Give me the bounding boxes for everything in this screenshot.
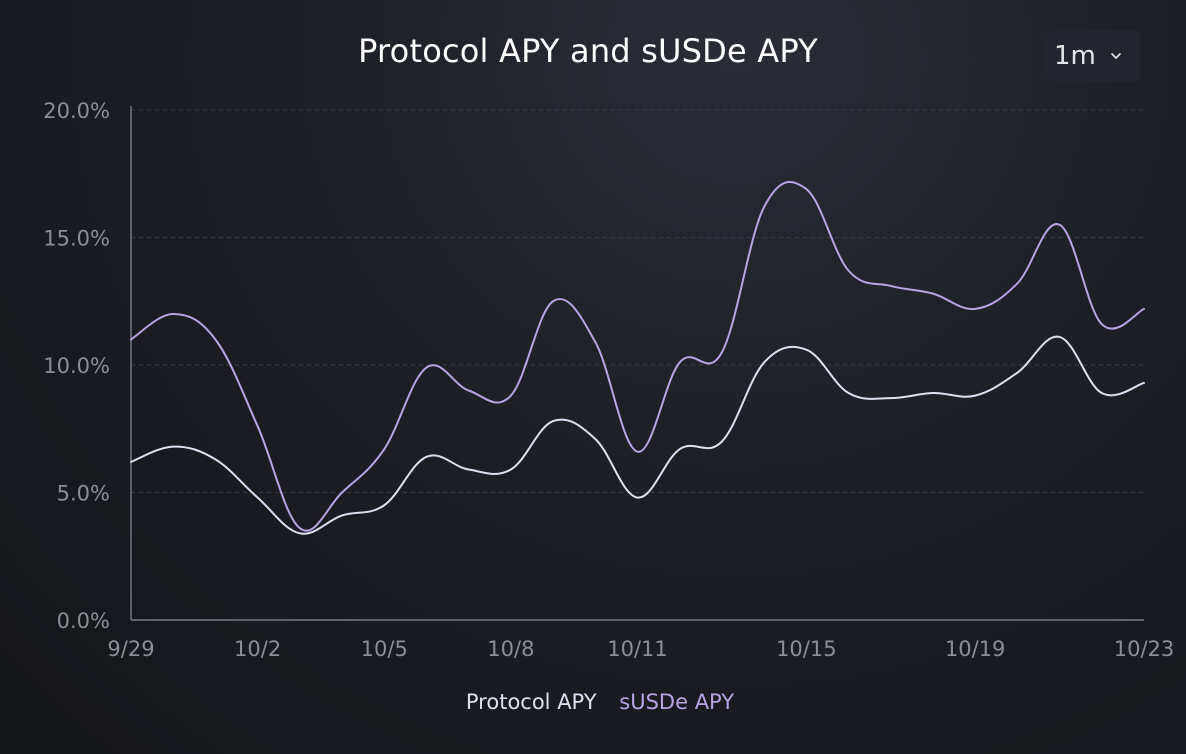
range-value: 1m xyxy=(1054,41,1096,71)
series-line-susde-apy xyxy=(130,180,1145,532)
legend-susde-apy[interactable]: sUSDe APY xyxy=(619,690,735,714)
series-line-protocol-apy xyxy=(130,335,1145,535)
x-tick-label: 10/15 xyxy=(776,637,837,661)
x-tick-label: 10/5 xyxy=(361,637,408,661)
axes xyxy=(130,106,1144,621)
x-tick-label: 10/19 xyxy=(945,637,1006,661)
y-tick-label: 10.0% xyxy=(43,354,110,378)
x-tick-labels: 9/29 10/2 10/5 10/8 10/11 10/15 10/19 10/23 xyxy=(107,637,1174,661)
legend-protocol-apy[interactable]: Protocol APY xyxy=(465,690,597,714)
chart-title: Protocol APY and sUSDe APY xyxy=(358,32,818,70)
range-select[interactable]: 1m xyxy=(1046,30,1140,82)
legend: Protocol APY sUSDe APY xyxy=(0,690,1186,714)
x-tick-label: 10/23 xyxy=(1114,637,1175,661)
y-tick-label: 15.0% xyxy=(43,227,110,251)
y-tick-label: 20.0% xyxy=(43,99,110,123)
grid-lines xyxy=(131,109,1144,493)
y-tick-label: 5.0% xyxy=(57,482,110,506)
x-tick-label: 10/11 xyxy=(607,637,668,661)
x-tick-label: 9/29 xyxy=(107,637,154,661)
y-tick-label: 0.0% xyxy=(57,609,110,633)
x-tick-label: 10/8 xyxy=(487,637,534,661)
y-tick-labels: 0.0% 5.0% 10.0% 15.0% 20.0% xyxy=(43,99,110,633)
x-tick-label: 10/2 xyxy=(234,637,281,661)
apy-line-chart: 0.0% 5.0% 10.0% 15.0% 20.0% 9/29 10/2 10/5 10/8… xyxy=(43,99,1174,661)
chevron-down-icon xyxy=(1111,53,1121,59)
series-lines xyxy=(130,180,1145,535)
